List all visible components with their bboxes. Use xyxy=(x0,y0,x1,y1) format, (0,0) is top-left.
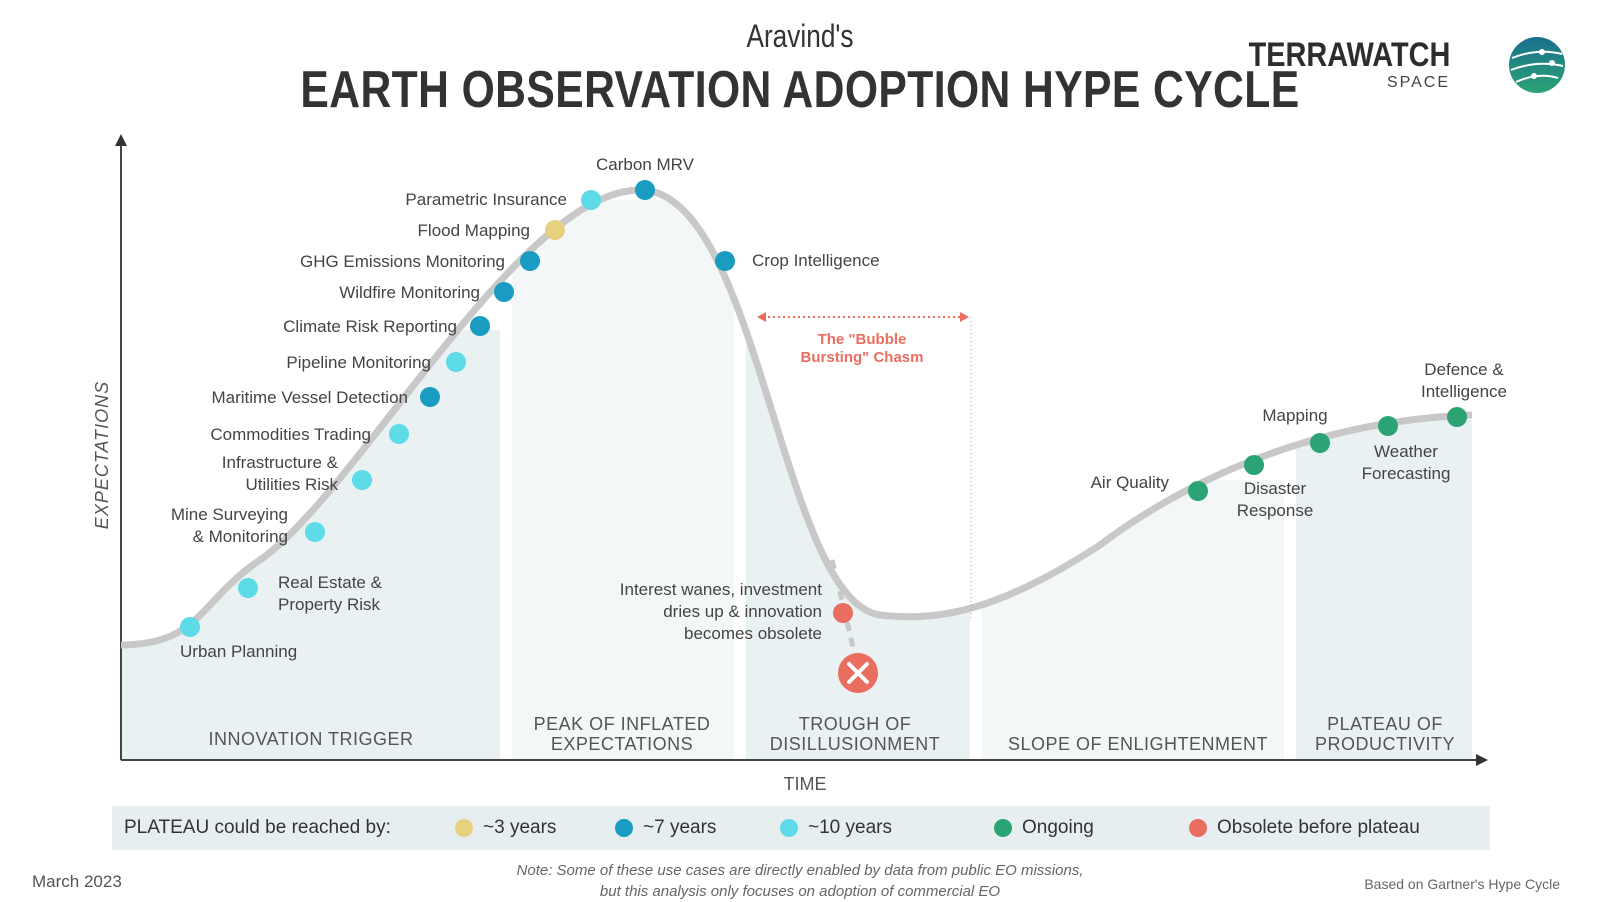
phase-label-trough-1: TROUGH OF xyxy=(799,714,912,734)
use-case-marker xyxy=(420,387,440,407)
phase-bg-plateau xyxy=(1296,420,1472,760)
use-case-marker xyxy=(635,180,655,200)
x-axis-label: TIME xyxy=(784,774,827,794)
use-case-marker xyxy=(520,251,540,271)
use-case-label: Utilities Risk xyxy=(245,475,338,494)
legend-title: PLATEAU could be reached by: xyxy=(124,817,391,838)
legend-item-ongoing: Ongoing xyxy=(994,817,1094,839)
use-case-marker xyxy=(1310,433,1330,453)
use-case-label: Pipeline Monitoring xyxy=(286,353,431,372)
use-case-label: Mapping xyxy=(1262,406,1327,425)
subtitle: Aravind's xyxy=(746,18,854,54)
phase-label-plateau-2: PRODUCTIVITY xyxy=(1315,734,1455,754)
chasm-arrow-right-icon xyxy=(960,312,969,322)
logo-subtext: SPACE xyxy=(1386,74,1450,91)
legend: PLATEAU could be reached by: ~3 years ~7… xyxy=(112,806,1490,850)
use-case-label: Flood Mapping xyxy=(418,221,530,240)
x-axis-arrow-icon xyxy=(1476,754,1488,766)
use-case-label: Mine Surveying xyxy=(171,505,288,524)
use-case-marker xyxy=(545,220,565,240)
phase-bg-peak xyxy=(512,200,734,760)
use-case-label: Weather xyxy=(1374,442,1438,461)
use-case-marker xyxy=(1447,407,1467,427)
use-case-label: Parametric Insurance xyxy=(405,190,567,209)
use-case-label: & Monitoring xyxy=(193,527,288,546)
phase-label-peak-1: PEAK OF INFLATED xyxy=(534,714,711,734)
use-case-marker xyxy=(305,522,325,542)
use-case-marker xyxy=(833,603,853,623)
use-case-marker xyxy=(581,190,601,210)
chasm-arrow-left-icon xyxy=(757,312,766,322)
use-case-marker xyxy=(352,470,372,490)
phase-label-innovation: INNOVATION TRIGGER xyxy=(208,729,413,749)
legend-item-10yrs: ~10 years xyxy=(780,817,892,839)
use-case-marker xyxy=(389,424,409,444)
footnote-line2: but this analysis only focuses on adopti… xyxy=(599,883,1001,900)
legend-swatch xyxy=(615,819,633,837)
use-case-label: dries up & innovation xyxy=(663,602,822,621)
globe-logo-icon xyxy=(1509,37,1565,93)
use-case-marker xyxy=(238,578,258,598)
curve-mask xyxy=(121,120,1472,645)
use-case-label: Commodities Trading xyxy=(210,425,371,444)
use-case-label: Climate Risk Reporting xyxy=(283,317,457,336)
use-case-marker xyxy=(180,617,200,637)
use-case-label: Maritime Vessel Detection xyxy=(211,388,408,407)
use-case-label: Carbon MRV xyxy=(596,155,695,174)
y-axis-label: EXPECTATIONS xyxy=(92,381,112,529)
use-case-label: Defence & xyxy=(1424,360,1504,379)
use-case-label: becomes obsolete xyxy=(684,624,822,643)
use-case-marker xyxy=(715,251,735,271)
use-case-label: Infrastructure & xyxy=(222,453,339,472)
phase-label-slope: SLOPE OF ENLIGHTENMENT xyxy=(1008,734,1268,754)
legend-swatch xyxy=(1189,819,1207,837)
legend-item-7yrs: ~7 years xyxy=(615,817,716,839)
page-title: EARTH OBSERVATION ADOPTION HYPE CYCLE xyxy=(300,61,1300,119)
legend-swatch xyxy=(780,819,798,837)
source-note: Based on Gartner's Hype Cycle xyxy=(1364,876,1560,892)
legend-swatch xyxy=(455,819,473,837)
use-case-label: Disaster xyxy=(1244,479,1307,498)
use-case-label: Property Risk xyxy=(278,595,381,614)
use-case-label: Crop Intelligence xyxy=(752,251,880,270)
use-case-label: Urban Planning xyxy=(180,642,297,661)
use-case-label: Forecasting xyxy=(1362,464,1451,483)
use-case-label: Response xyxy=(1237,501,1314,520)
phase-label-trough-2: DISILLUSIONMENT xyxy=(770,734,941,754)
use-case-label: Air Quality xyxy=(1091,473,1170,492)
use-case-label: Wildfire Monitoring xyxy=(339,283,480,302)
footnote-line1: Note: Some of these use cases are direct… xyxy=(516,862,1084,879)
legend-item-obsolete: Obsolete before plateau xyxy=(1189,817,1420,839)
use-case-label: Interest wanes, investment xyxy=(620,580,822,599)
footnote: Note: Some of these use cases are direct… xyxy=(0,860,1600,902)
legend-item-3yrs: ~3 years xyxy=(455,817,556,839)
use-case-label: GHG Emissions Monitoring xyxy=(300,252,505,271)
phase-label-plateau-1: PLATEAU OF xyxy=(1327,714,1443,734)
use-case-label: Intelligence xyxy=(1421,382,1507,401)
date-label: March 2023 xyxy=(32,872,122,891)
phase-label-peak-2: EXPECTATIONS xyxy=(551,734,693,754)
chasm-label-line1: The "Bubble xyxy=(818,331,907,348)
use-case-marker xyxy=(1244,455,1264,475)
use-case-marker xyxy=(1378,416,1398,436)
use-case-marker xyxy=(470,316,490,336)
use-case-points: Urban Planning Real Estate & Property Risk… xyxy=(171,155,1507,661)
logo-wordmark: TERRAWATCH xyxy=(1248,36,1450,74)
chasm-label-line2: Bursting" Chasm xyxy=(801,349,924,366)
use-case-marker xyxy=(494,282,514,302)
hype-curve xyxy=(120,186,1473,649)
obsolete-x-icon xyxy=(838,653,878,693)
legend-swatch xyxy=(994,819,1012,837)
use-case-marker xyxy=(1188,481,1208,501)
use-case-label: Real Estate & xyxy=(278,573,383,592)
use-case-marker xyxy=(446,352,466,372)
y-axis-arrow-icon xyxy=(115,134,127,146)
